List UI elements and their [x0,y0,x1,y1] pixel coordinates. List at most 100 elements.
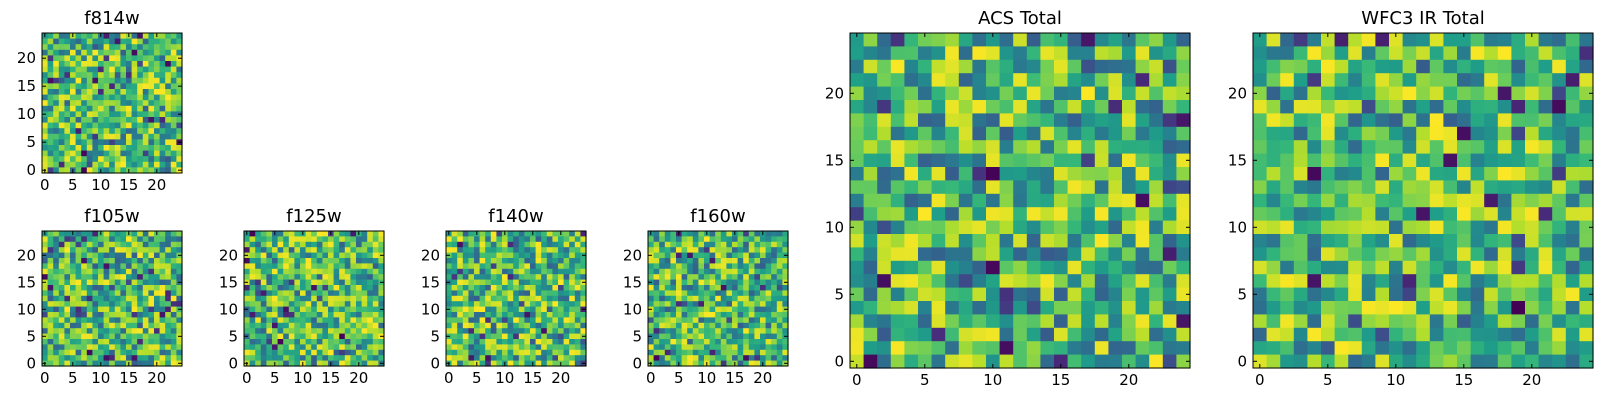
heatmap-cell [103,167,110,174]
heatmap-cell [918,274,933,289]
heatmap-cell [1321,354,1336,369]
heatmap-cell [462,252,469,259]
heatmap-cell [737,279,744,286]
heatmap-cell [120,61,127,68]
heatmap-cell [328,252,335,259]
heatmap-cell [863,220,878,235]
heatmap-cell [1321,193,1336,208]
heatmap-cell [1307,59,1322,74]
heatmap-cell [58,285,65,291]
heatmap-cells [648,231,789,367]
heatmap-cell [1094,234,1109,248]
heatmap-cell [485,258,492,264]
heatmap-cell [159,328,166,335]
heatmap-cell [1293,113,1308,128]
heatmap-cell [170,349,177,356]
heatmap-cell [1443,234,1458,248]
heatmap-cell [81,150,88,157]
heatmap-cell [541,312,548,318]
heatmap-cell [1484,86,1499,101]
heatmap-cell [103,263,110,270]
heatmap-cell [103,339,110,345]
heatmap-cell [58,105,65,112]
heatmap-cell [47,33,54,40]
heatmap-cell [305,333,312,340]
heatmap-cell [676,241,683,248]
heatmap-cell [86,247,93,254]
heatmap-cell [580,236,587,243]
heatmap-cell [64,344,71,351]
heatmap-cell [344,279,351,286]
heatmap-cell [931,260,946,275]
heatmap-cell [552,344,559,351]
heatmap-cell [945,180,960,195]
heatmap-cell [945,287,960,302]
heatmap-cell [972,260,987,275]
heatmap-cell [356,355,363,362]
heatmap-cell [1525,180,1540,195]
heatmap-cell [42,339,49,345]
heatmap-cell [75,117,82,124]
heatmap-cell [1108,100,1123,114]
heatmap-cell [170,122,177,129]
heatmap-cell [558,236,565,243]
heatmap-cell [692,274,699,281]
heatmap-cell [676,295,683,302]
heatmap-cell [372,290,379,297]
heatmap-cell [502,268,509,275]
heatmap-cell [1457,180,1472,195]
heatmap-cell [1484,234,1499,248]
heatmap-cell [1416,327,1431,342]
heatmap-cell [569,344,576,351]
heatmap-cell [479,231,486,237]
heatmap-cell [131,122,138,129]
heatmap-cell [999,341,1014,356]
heatmap-cell [322,236,329,243]
heatmap-cell [687,258,694,264]
heatmap-cell [114,231,121,237]
heatmap-cell [1348,126,1363,141]
heatmap-cell [782,231,789,237]
heatmap-cell [86,133,93,140]
heatmap-cell [148,55,155,62]
heatmap-cell [863,153,878,168]
heatmap-cell [1026,354,1041,369]
heatmap-cell [918,207,933,222]
x-tick-label: 20 [753,369,772,387]
heatmap-cell [999,327,1014,342]
heatmap-cell [244,349,251,356]
x-tick-label: 10 [1386,371,1405,389]
heatmap-cell [863,301,878,315]
heatmap-cell [58,344,65,351]
heatmap-cell [732,295,739,302]
heatmap-cell [1067,247,1082,262]
heatmap-cell [1135,220,1150,235]
heatmap-cell [877,274,892,289]
heatmap-cell [726,317,733,324]
heatmap-cell [1484,153,1499,168]
heatmap-cell [131,111,138,118]
heatmap-cell [266,355,273,362]
heatmap-cell [154,247,161,254]
heatmap-cell [81,66,88,73]
heatmap-cell [698,274,705,281]
heatmap-cell [648,301,655,308]
heatmap-cell [563,295,570,302]
heatmap-cell [446,274,453,281]
heatmap-cell [863,113,878,128]
heatmap-cell [159,150,166,157]
heatmap-cell [1416,100,1431,114]
heatmap-cell [137,167,144,174]
heatmap-cell [704,339,711,345]
heatmap-cell [1176,274,1191,289]
heatmap-cell [479,295,486,302]
heatmap-cell [126,290,133,297]
heatmap-cell [653,317,660,324]
heatmap-cell [53,77,60,84]
heatmap-cell [1402,100,1417,114]
heatmap-cell [1497,126,1512,141]
heatmap-cell [479,247,486,254]
heatmap-cell [507,285,514,291]
heatmap-cell [47,150,54,157]
heatmap-cell [1054,234,1069,248]
